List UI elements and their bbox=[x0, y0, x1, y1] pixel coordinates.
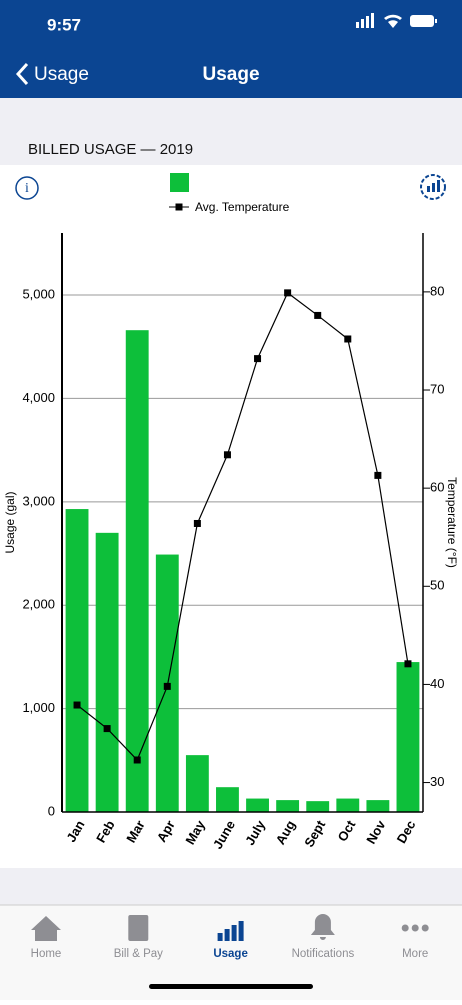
tab-label: More bbox=[402, 948, 428, 960]
x-tick-label: June bbox=[210, 818, 238, 852]
line-marker bbox=[133, 756, 141, 764]
tab-home[interactable]: Home bbox=[31, 916, 62, 960]
chart: 0 1,000 2,000 3,000 4,000 5,000 30 40 50 60 70 80 Us… bbox=[3, 173, 459, 851]
settings-button[interactable] bbox=[420, 174, 446, 200]
x-tick-label: May bbox=[182, 817, 208, 847]
tab-icon bbox=[31, 916, 61, 941]
line-marker bbox=[254, 355, 262, 363]
back-arrow[interactable] bbox=[15, 62, 29, 86]
y-tick-label: 2,000 bbox=[22, 597, 55, 612]
line-marker bbox=[284, 289, 292, 297]
y-tick-label: 4,000 bbox=[22, 390, 55, 405]
tab-label: Notifications bbox=[292, 948, 355, 960]
x-tick-label: Feb bbox=[93, 818, 118, 846]
tab-label: Usage bbox=[213, 948, 248, 960]
x-tick-label: Jan bbox=[63, 818, 87, 845]
tab-usage[interactable]: Usage bbox=[213, 921, 248, 960]
line-marker bbox=[404, 660, 412, 668]
tab-more[interactable]: More bbox=[401, 924, 429, 961]
tab-icon bbox=[411, 924, 419, 932]
y-tick-label: 0 bbox=[48, 803, 55, 818]
tab-icon bbox=[310, 914, 335, 940]
y2-tick-label: 40 bbox=[430, 676, 444, 691]
legend-swatch bbox=[170, 173, 189, 192]
tabs: Home Bill & Pay Usage Notifications More bbox=[31, 914, 429, 960]
y2-tick-label: 60 bbox=[430, 480, 444, 495]
x-tick-label: Nov bbox=[363, 817, 389, 846]
y2-axis-title: Temperature (°F) bbox=[445, 477, 459, 568]
line-marker bbox=[314, 311, 322, 319]
y-tick-label: 1,000 bbox=[22, 700, 55, 715]
tab-icon bbox=[128, 915, 149, 941]
x-tick-label: Apr bbox=[154, 818, 178, 845]
legend-label: Avg. Temperature bbox=[195, 200, 290, 214]
section-title: BILLED USAGE — 2019 bbox=[28, 141, 193, 158]
tab-bell[interactable]: Notifications bbox=[292, 914, 355, 960]
line-marker bbox=[344, 335, 352, 343]
bar bbox=[396, 662, 420, 812]
x-tick-label: Oct bbox=[335, 817, 359, 844]
home-indicator bbox=[149, 984, 313, 989]
section-band bbox=[0, 98, 462, 165]
line-marker bbox=[103, 725, 111, 733]
y-tick-label: 5,000 bbox=[22, 286, 55, 301]
line-marker bbox=[223, 451, 231, 459]
line-marker bbox=[163, 682, 171, 690]
bar bbox=[276, 800, 300, 812]
y-tick-label: 3,000 bbox=[22, 493, 55, 508]
line-marker bbox=[193, 519, 201, 527]
bar bbox=[65, 509, 89, 812]
line bbox=[76, 291, 409, 762]
tab-icon bbox=[217, 933, 223, 941]
bar bbox=[366, 800, 390, 812]
section-band bbox=[0, 868, 462, 905]
bar bbox=[95, 532, 119, 812]
legend-marker bbox=[175, 203, 183, 211]
y-axis-title: Usage (gal) bbox=[3, 491, 17, 553]
nav-title: Usage bbox=[202, 64, 259, 85]
y2-tick-label: 70 bbox=[430, 381, 444, 396]
header bbox=[0, 0, 462, 98]
bar bbox=[125, 330, 149, 812]
bar bbox=[246, 798, 269, 812]
info-button[interactable]: i bbox=[15, 176, 39, 200]
bar bbox=[216, 787, 239, 812]
x-tick-label: Dec bbox=[394, 818, 419, 846]
tab-icon bbox=[401, 924, 409, 932]
tab-icon bbox=[231, 925, 237, 941]
tab-bill[interactable]: Bill & Pay bbox=[114, 915, 163, 960]
y2-tick-label: 30 bbox=[430, 774, 444, 789]
bar bbox=[185, 755, 209, 812]
line-marker bbox=[374, 471, 382, 479]
status-icons bbox=[356, 13, 437, 28]
tab-icon bbox=[421, 924, 429, 932]
svg-text:i: i bbox=[25, 181, 29, 196]
tab-icon bbox=[224, 929, 230, 941]
tab-label: Bill & Pay bbox=[114, 948, 163, 960]
bar bbox=[306, 801, 330, 812]
x-tick-label: Mar bbox=[123, 818, 148, 846]
back-button[interactable]: Usage bbox=[34, 64, 89, 85]
y2-tick-label: 50 bbox=[430, 578, 444, 593]
tab-icon bbox=[238, 921, 244, 941]
x-tick-label: Sept bbox=[301, 817, 328, 849]
line-marker bbox=[73, 701, 81, 709]
status-time: 9:57 bbox=[47, 15, 81, 34]
x-tick-label: July bbox=[242, 817, 268, 848]
x-tick-label: Aug bbox=[273, 818, 299, 847]
y2-tick-label: 80 bbox=[430, 283, 444, 298]
tab-label: Home bbox=[31, 948, 62, 960]
bar bbox=[336, 798, 360, 812]
